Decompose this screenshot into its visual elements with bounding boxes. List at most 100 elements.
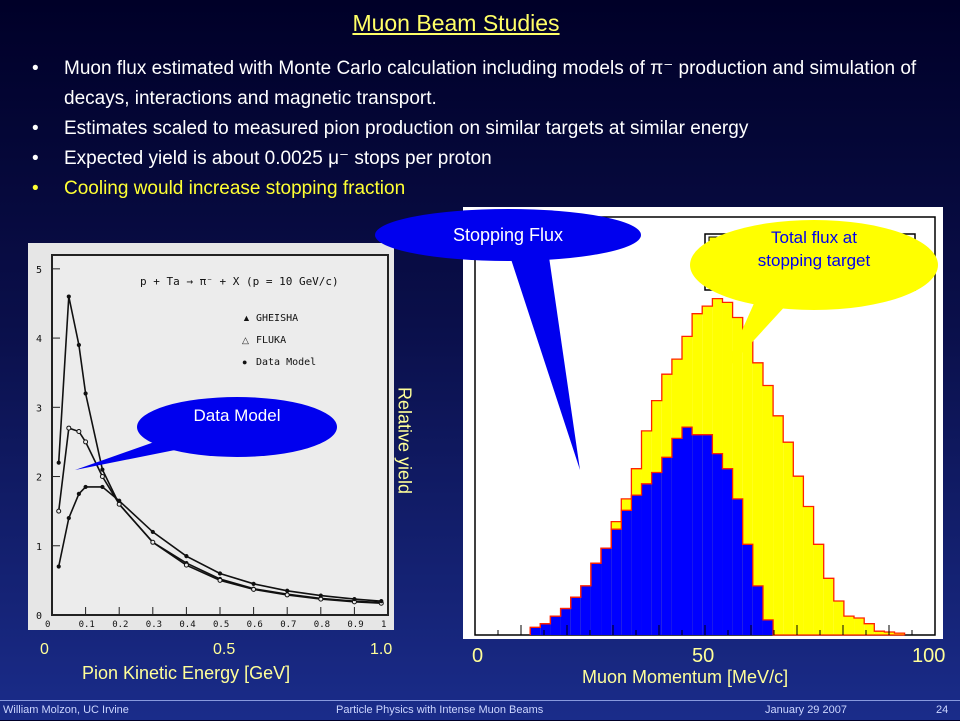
total-flux-bar: [813, 544, 824, 635]
data-point: [117, 498, 122, 503]
stopping-flux-outline: [529, 426, 905, 636]
total-flux-bar: [762, 385, 774, 635]
data-point: [76, 491, 81, 496]
data-point: [217, 577, 223, 583]
stopping-flux-bar: [540, 623, 551, 635]
bullet-text: Expected yield is about 0.0025 μ⁻ stops …: [64, 148, 492, 169]
stopping-flux-bar: [631, 495, 642, 635]
stopping-flux-bar: [752, 585, 763, 635]
data-point: [251, 581, 256, 586]
stopping-flux-bar: [692, 434, 703, 635]
x-tick-label: 0.2: [112, 620, 128, 630]
stopping-flux-bar: [712, 453, 723, 635]
data-point: [284, 592, 290, 598]
x-tick-label: 0: [45, 620, 50, 630]
total-flux-bubble: [690, 220, 938, 310]
y-tick-label: 4: [36, 334, 42, 345]
total-flux-bar: [793, 476, 804, 635]
x-tick-0: 0: [472, 645, 484, 667]
total-flux-bar: [854, 617, 865, 635]
data-point: [83, 439, 89, 445]
x-tick-label: 0.6: [247, 620, 263, 630]
x-tick-label: 0.5: [213, 620, 229, 630]
total-flux-bar: [843, 616, 855, 635]
stopping-flux-bar: [722, 468, 733, 635]
stopping-flux-bar: [671, 438, 682, 635]
bullet-item: • Expected yield is about 0.0025 μ⁻ stops…: [28, 144, 948, 174]
stopping-flux-bar: [550, 616, 561, 635]
legend-label: FLUKA: [256, 335, 286, 346]
legend-marker-icon: △: [242, 335, 249, 345]
stopping-flux-bar: [590, 563, 602, 635]
total-flux-bar: [773, 415, 784, 635]
x-tick-50: 50: [692, 645, 715, 667]
data-point: [100, 484, 105, 490]
data-point: [66, 515, 71, 521]
bullet-dot-icon: •: [32, 58, 39, 79]
stopping-flux-bar: [611, 529, 622, 635]
total-flux-bar: [742, 336, 753, 635]
total-flux-bar: [803, 506, 814, 635]
bullet-dot-icon: •: [32, 178, 39, 199]
x-tick-0: 0: [40, 641, 49, 658]
data-point: [83, 391, 88, 396]
total-flux-bar: [874, 631, 885, 635]
total-flux-bar: [823, 578, 834, 635]
reaction-label: p + Ta → π⁻ + X (p = 10 GeV/c): [140, 275, 339, 288]
data-point: [285, 588, 290, 593]
stopping-flux-bar: [621, 510, 632, 635]
data-point: [83, 484, 88, 490]
bullet-text: Muon flux estimated with Monte Carlo cal…: [64, 58, 917, 109]
total-flux-label: Total flux at stopping target: [757, 228, 871, 270]
bullet-text: Estimates scaled to measured pion produc…: [64, 118, 749, 139]
y-tick-label: 2: [36, 473, 42, 484]
total-flux-bar: [752, 362, 763, 635]
stopping-flux-pointer: [508, 250, 580, 470]
data-model-label: Data Model: [193, 406, 281, 425]
x-tick-label: 0.8: [314, 620, 330, 630]
data-point: [251, 586, 257, 592]
x-tick-1.0: 1.0: [370, 641, 393, 658]
data-point: [318, 593, 323, 598]
x-tick-label: 0.4: [179, 620, 195, 630]
footer-date: January 29 2007: [765, 704, 847, 716]
stopping-flux-label: Stopping Flux: [452, 225, 564, 245]
legend-label: GHEISHA: [256, 313, 298, 324]
total-flux-bar: [732, 317, 743, 635]
x-tick-label: 0.3: [146, 620, 162, 630]
data-point: [379, 599, 384, 604]
data-point: [150, 529, 155, 535]
callout-layer: [75, 209, 938, 470]
bullet-list: • Muon flux estimated with Monte Carlo ca…: [28, 54, 948, 204]
data-point: [352, 596, 357, 602]
slide-title: Muon Beam Studies: [352, 10, 560, 36]
stopping-flux-bar: [702, 434, 713, 635]
legend-label: Data Model: [256, 357, 316, 368]
x-tick-label: 0.1: [79, 620, 95, 630]
bullet-item: • Cooling would increase stopping fractio…: [28, 174, 948, 204]
legend-marker-icon: ▲: [242, 313, 251, 323]
stopping-flux-bar: [732, 498, 743, 635]
slide-footer: William Molzon, UC Irvine Particle Physi…: [0, 700, 960, 721]
stopping-flux-bubble: [375, 209, 641, 261]
x-tick-100: 100: [912, 645, 946, 667]
footer-page-number: 24: [936, 704, 949, 716]
total-flux-bar: [864, 623, 875, 635]
x-tick-0.5: 0.5: [213, 641, 236, 658]
data-model-pointer: [75, 440, 200, 470]
data-point: [56, 564, 61, 569]
data-point: [56, 508, 62, 514]
stopping-flux-bar: [570, 597, 581, 635]
y-tick-label: 0: [36, 611, 42, 622]
y-tick-label: 3: [36, 403, 42, 414]
y-tick-label: 1: [36, 542, 42, 553]
stopping-flux-bar: [530, 627, 541, 635]
stopping-flux-bar: [641, 483, 652, 635]
data-point: [150, 539, 156, 545]
footer-author: William Molzon, UC Irvine: [3, 704, 129, 716]
y-tick-label: 5: [36, 265, 42, 276]
data-point: [183, 562, 189, 568]
stopping-flux-bar: [682, 427, 693, 635]
x-tick-label: 0.9: [347, 620, 363, 630]
data-point: [184, 554, 189, 559]
